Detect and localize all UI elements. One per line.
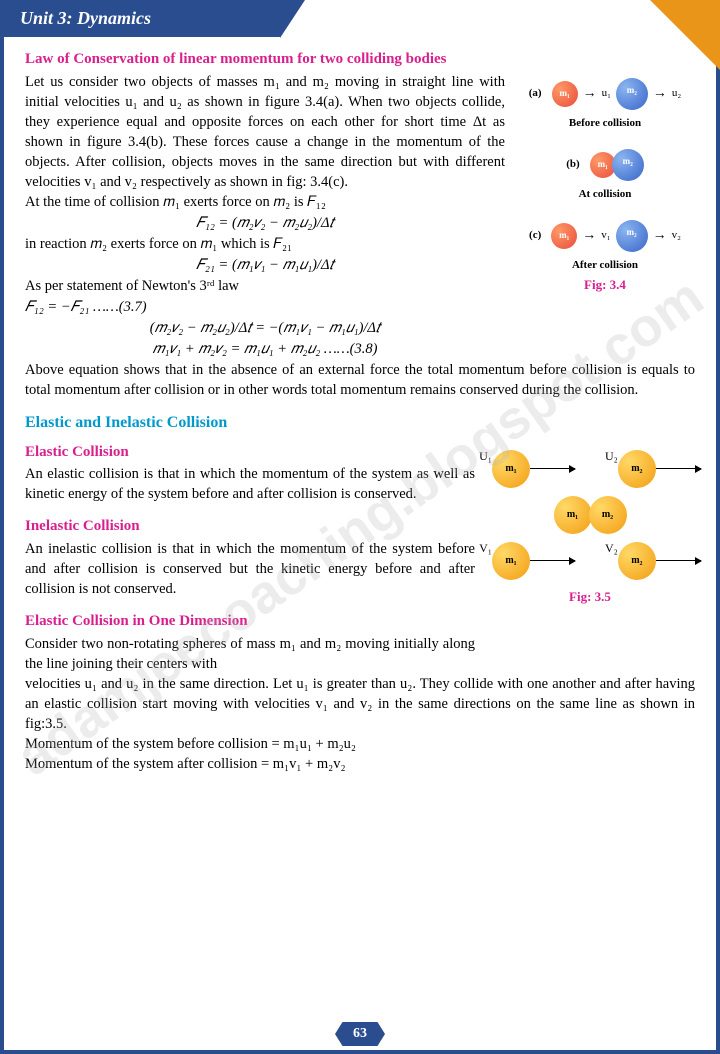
page-number: 63 [335, 1022, 385, 1046]
arrow-icon [530, 560, 575, 561]
unit-header: Unit 3: Dynamics [0, 0, 280, 37]
arrow-icon [656, 560, 701, 561]
arrow-icon [530, 468, 575, 469]
page-border [0, 0, 720, 1054]
corner-ornament [650, 0, 720, 70]
arrow-icon [656, 468, 701, 469]
